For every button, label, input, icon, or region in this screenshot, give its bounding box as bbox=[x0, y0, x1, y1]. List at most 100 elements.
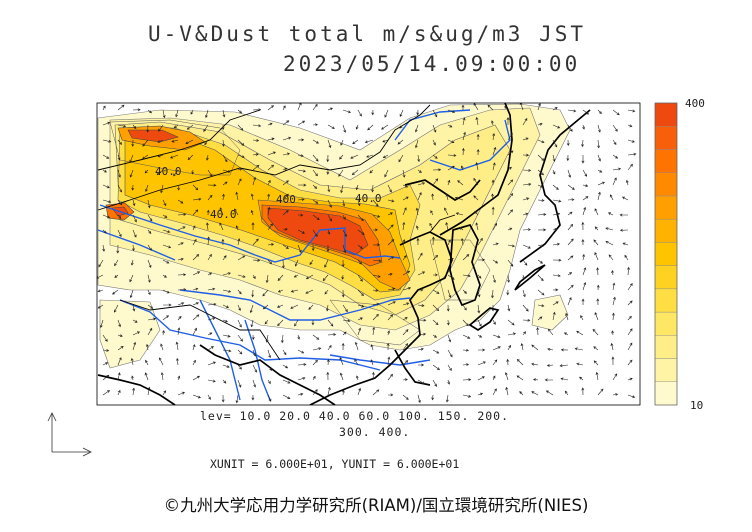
wind-arrow bbox=[162, 199, 167, 207]
wind-arrow bbox=[267, 349, 272, 359]
wind-arrow bbox=[282, 394, 291, 399]
wind-arrow bbox=[446, 304, 450, 312]
wind-arrow bbox=[387, 224, 394, 231]
wind-arrow bbox=[117, 104, 125, 111]
wind-arrow bbox=[156, 169, 164, 176]
wind-arrow bbox=[560, 377, 569, 381]
wind-arrow bbox=[402, 329, 409, 336]
wind-arrow bbox=[462, 254, 470, 261]
wind-arrow bbox=[473, 195, 479, 201]
wind-arrow bbox=[552, 184, 559, 190]
wind-arrow bbox=[280, 334, 284, 344]
wind-arrow bbox=[415, 139, 419, 149]
wind-arrow bbox=[357, 259, 362, 265]
wind-arrow bbox=[612, 177, 617, 186]
wind-arrow bbox=[507, 179, 514, 186]
wind-arrow bbox=[576, 330, 584, 336]
wind-arrow bbox=[312, 214, 320, 221]
wind-arrow bbox=[581, 155, 585, 164]
wind-arrow bbox=[402, 287, 412, 291]
wind-arrow bbox=[142, 139, 149, 147]
wind-arrow bbox=[594, 311, 599, 321]
wind-arrow bbox=[627, 163, 633, 171]
wind-arrow bbox=[177, 213, 187, 216]
wind-arrow bbox=[372, 289, 379, 292]
wind-arrow bbox=[516, 375, 524, 381]
wind-arrow bbox=[342, 319, 351, 323]
wind-arrow bbox=[342, 244, 347, 254]
wind-arrow bbox=[326, 245, 330, 253]
wind-arrow bbox=[114, 304, 119, 313]
wind-arrow bbox=[462, 394, 472, 398]
wind-arrow bbox=[207, 194, 213, 201]
wind-arrow bbox=[594, 252, 599, 261]
wind-arrow bbox=[102, 199, 112, 203]
wind-arrow bbox=[522, 228, 531, 232]
wind-arrow bbox=[417, 304, 425, 307]
wind-arrow bbox=[567, 198, 575, 202]
wind-arrow bbox=[117, 346, 124, 351]
wind-arrow bbox=[625, 179, 629, 186]
wind-arrow bbox=[147, 214, 153, 222]
wind-arrow bbox=[312, 229, 318, 237]
wind-arrow bbox=[147, 317, 157, 321]
wind-arrow bbox=[537, 169, 544, 176]
wind-arrow bbox=[369, 169, 374, 174]
wind-arrow bbox=[192, 197, 202, 201]
wind-arrow bbox=[129, 154, 134, 163]
wind-arrow bbox=[170, 154, 179, 159]
wind-arrow bbox=[537, 213, 547, 216]
wind-arrow bbox=[384, 109, 389, 118]
wind-arrow bbox=[402, 196, 409, 201]
wind-arrow bbox=[582, 184, 589, 188]
wind-arrow bbox=[447, 364, 452, 372]
wind-arrow bbox=[282, 349, 287, 356]
wind-arrow bbox=[290, 304, 299, 309]
wind-arrow bbox=[290, 289, 299, 293]
wind-arrow bbox=[429, 222, 434, 231]
wind-arrow bbox=[162, 289, 170, 294]
wind-arrow bbox=[475, 222, 479, 231]
contour-levels: lev= 10.0 20.0 40.0 60.0 100. 150. 200. bbox=[200, 409, 510, 423]
wind-arrow bbox=[311, 319, 315, 326]
wind-arrow bbox=[596, 298, 600, 306]
wind-arrow bbox=[545, 390, 554, 396]
wind-arrow bbox=[327, 344, 332, 351]
wind-arrow bbox=[516, 358, 524, 366]
wind-arrow bbox=[267, 193, 270, 201]
wind-arrow bbox=[582, 169, 588, 177]
wind-arrow bbox=[507, 192, 514, 201]
wind-arrow bbox=[399, 124, 404, 129]
rivers bbox=[97, 109, 511, 401]
wind-arrow bbox=[98, 259, 104, 268]
wind-arrow bbox=[297, 198, 305, 202]
wind-arrow bbox=[487, 104, 494, 111]
wind-arrow bbox=[117, 389, 121, 396]
wind-arrow bbox=[627, 394, 636, 398]
wind-arrow bbox=[519, 103, 524, 111]
wind-arrow bbox=[267, 122, 273, 126]
wind-arrow bbox=[132, 304, 136, 312]
wind-arrow bbox=[237, 289, 242, 295]
wind-arrow bbox=[158, 124, 164, 132]
color-scale-step bbox=[654, 335, 678, 359]
contour-label: 40.0 bbox=[355, 192, 382, 205]
wind-arrow bbox=[417, 347, 424, 351]
wind-arrow bbox=[265, 274, 269, 284]
wind-arrow bbox=[432, 349, 440, 354]
wind-arrow bbox=[627, 266, 630, 276]
wind-arrow bbox=[312, 347, 322, 351]
wind-arrow bbox=[505, 386, 509, 396]
wind-arrow bbox=[476, 133, 480, 141]
coastlines bbox=[97, 103, 591, 405]
wind-arrow bbox=[372, 214, 381, 218]
wind-arrow bbox=[222, 319, 228, 323]
wind-arrow bbox=[192, 394, 201, 399]
wind-arrow bbox=[461, 104, 465, 110]
wind-arrow bbox=[611, 312, 615, 321]
wind-arrow bbox=[102, 390, 111, 396]
wind-arrow bbox=[522, 331, 526, 336]
wind-arrow bbox=[546, 363, 554, 367]
wind-arrow bbox=[305, 289, 314, 294]
wind-arrow bbox=[222, 154, 228, 163]
